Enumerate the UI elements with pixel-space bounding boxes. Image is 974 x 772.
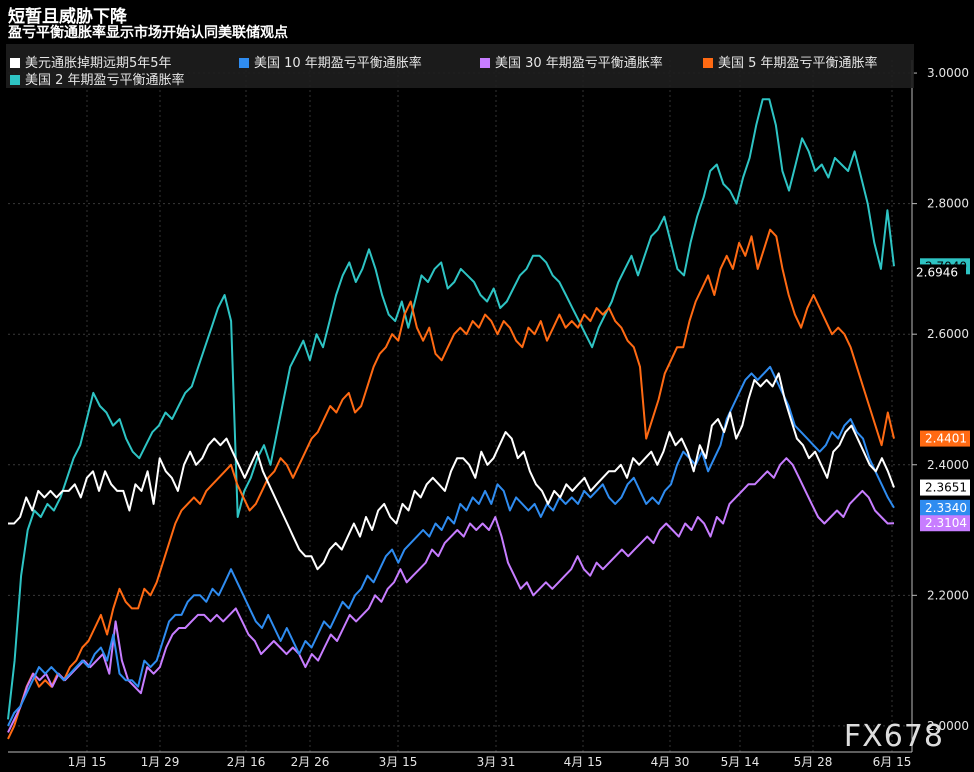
legend-item: 美国 10 年期盈亏平衡通胀率: [239, 52, 422, 71]
x-tick-label: 2月 26: [291, 755, 330, 769]
series-end-label: 2.4401: [925, 432, 967, 446]
series-end-label-box: [920, 430, 970, 447]
series-line: [8, 372, 895, 571]
legend-swatch: [239, 58, 249, 68]
legend-label: 美国 10 年期盈亏平衡通胀率: [254, 56, 422, 71]
y-tick-label: 3.0000: [927, 66, 969, 80]
y-tick-label: 2.8000: [927, 197, 969, 211]
extra-label-box: [914, 264, 966, 281]
chart-title: 短暂且威胁下降: [8, 7, 127, 27]
legend-swatch: [10, 58, 20, 68]
x-tick-label: 6月 15: [873, 755, 912, 769]
x-tick-label: 3月 31: [477, 755, 516, 769]
legend-swatch: [480, 58, 490, 68]
legend-swatch: [703, 58, 713, 68]
y-tick-label: 2.0000: [927, 719, 969, 733]
legend-swatch: [10, 75, 20, 85]
legend-label: 美国 30 年期盈亏平衡通胀率: [495, 56, 663, 71]
x-tick-label: 1月 29: [141, 755, 180, 769]
x-tick-label: 2月 16: [227, 755, 266, 769]
series-end-label-box: [920, 515, 970, 532]
x-tick-label: 1月 15: [68, 755, 107, 769]
legend: 美元通胀掉期远期5年5年 美国 10 年期盈亏平衡通胀率 美国 30 年期盈亏平…: [6, 44, 914, 88]
series-end-label-box: [920, 479, 970, 496]
x-tick-label: 5月 14: [721, 755, 760, 769]
series-end-label: 2.3340: [925, 501, 967, 515]
watermark-logo: FX678: [843, 719, 944, 754]
legend-item: 美国 5 年期盈亏平衡通胀率: [703, 52, 878, 71]
extra-end-label: 2.6946: [916, 265, 958, 279]
chart-subtitle: 盈亏平衡通胀率显示市场开始认同美联储观点: [8, 25, 288, 41]
x-tick-label: 3月 15: [379, 755, 418, 769]
series-end-label-box: [920, 499, 970, 516]
y-tick-label: 2.2000: [927, 588, 969, 602]
legend-label: 美国 2 年期盈亏平衡通胀率: [25, 73, 185, 88]
series-line: [7, 228, 895, 740]
x-tick-label: 5月 28: [794, 755, 833, 769]
series-line: [7, 365, 895, 727]
legend-label: 美元通胀掉期远期5年5年: [25, 56, 172, 71]
x-tick-label: 4月 15: [564, 755, 603, 769]
x-tick-label: 4月 30: [651, 755, 690, 769]
series-end-label: 2.3651: [925, 481, 967, 495]
y-tick-label: 2.4000: [927, 458, 969, 472]
legend-item: 美国 2 年期盈亏平衡通胀率: [10, 69, 185, 88]
y-tick-label: 2.6000: [927, 327, 969, 341]
legend-item: 美元通胀掉期远期5年5年: [10, 52, 172, 71]
series-end-label: 2.3104: [925, 516, 967, 530]
series-line: [7, 98, 895, 720]
legend-label: 美国 5 年期盈亏平衡通胀率: [718, 56, 878, 71]
legend-item: 美国 30 年期盈亏平衡通胀率: [480, 52, 663, 71]
series-line: [7, 457, 895, 733]
